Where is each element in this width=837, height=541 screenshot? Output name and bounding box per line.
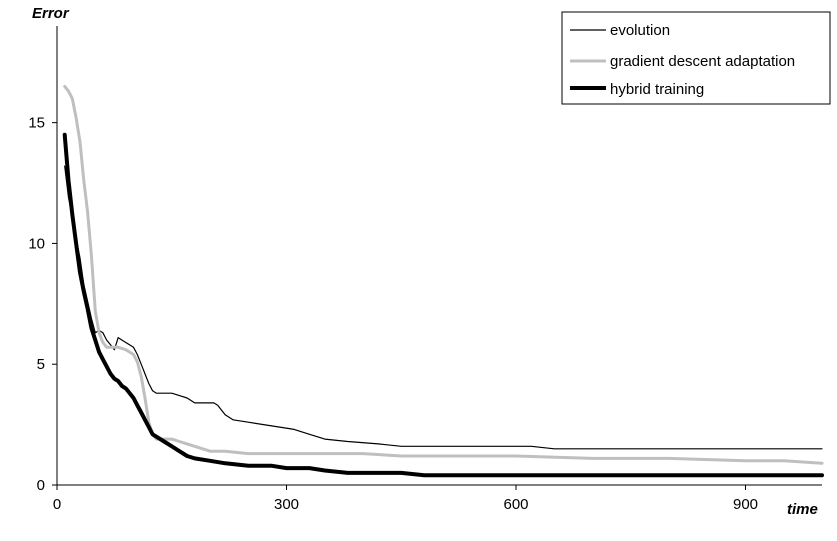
legend-label-evolution: evolution <box>610 22 670 39</box>
legend-label-gradient-descent: gradient descent adaptation <box>610 53 795 70</box>
ticks-layer: 0 5 10 15 0 300 600 900 <box>28 115 758 513</box>
series-line-evolution <box>64 165 823 450</box>
x-tick-label: 600 <box>503 496 528 513</box>
x-tick-label: 900 <box>733 496 758 513</box>
y-tick-label: 10 <box>28 235 45 252</box>
x-axis-title: time <box>787 501 818 518</box>
y-axis-title: Error <box>32 5 70 22</box>
legend-label-hybrid-training: hybrid training <box>610 81 704 98</box>
series-line-hybrid-training <box>62 132 824 478</box>
series-layer <box>62 84 824 478</box>
y-tick-label: 5 <box>37 356 45 373</box>
series-line-gradient-descent <box>63 84 824 465</box>
x-tick-label: 300 <box>274 496 299 513</box>
legend-box <box>561 11 831 105</box>
x-tick-label: 0 <box>53 496 61 513</box>
y-tick-label: 0 <box>37 477 45 494</box>
y-tick-label: 15 <box>28 115 45 132</box>
legend: evolution gradient descent adaptation hy… <box>561 11 831 105</box>
